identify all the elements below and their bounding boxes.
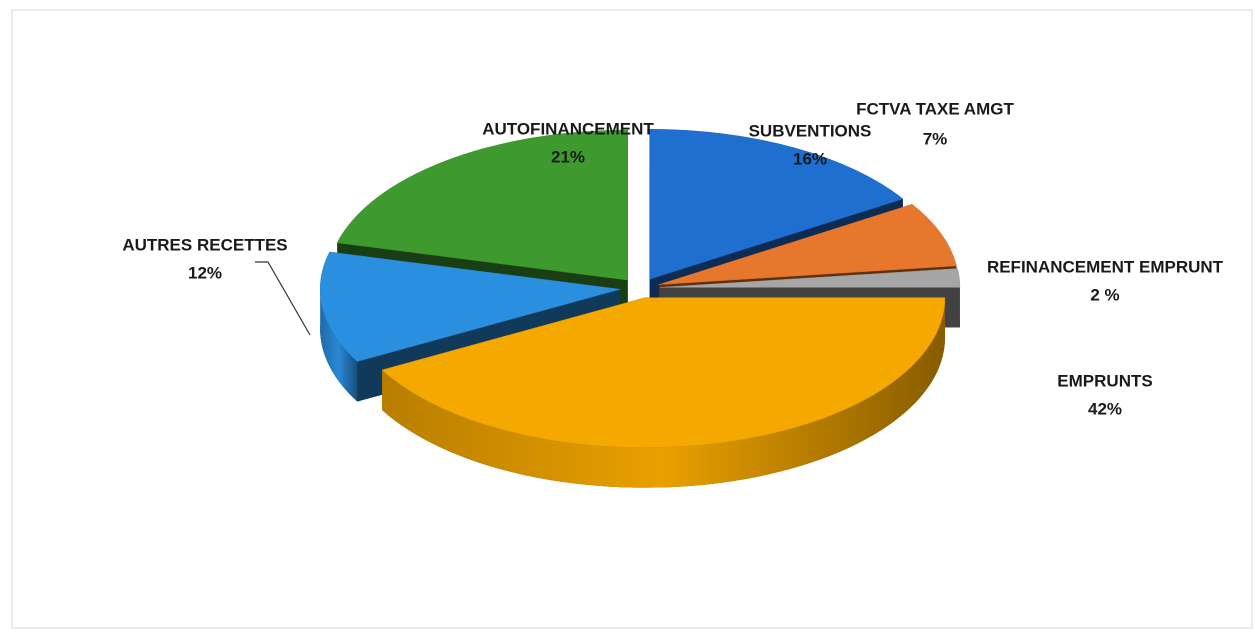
category-label: REFINANCEMENT EMPRUNT [987,257,1224,276]
value-label: 7% [923,129,948,148]
category-label: AUTRES RECETTES [122,235,287,254]
value-label: 21% [551,147,585,166]
category-label: FCTVA TAXE AMGT [856,99,1014,118]
value-label: 12% [188,263,222,282]
leader-line [255,261,311,336]
category-label: EMPRUNTS [1057,371,1152,390]
slice [649,128,904,280]
slice-outer-wall [382,297,945,488]
slice-outer-wall [320,289,358,402]
slice [319,251,621,362]
slice [658,203,957,285]
value-label: 16% [793,149,827,168]
slice [659,268,961,288]
category-label: AUTOFINANCEMENT [482,119,654,138]
value-label: 2 % [1090,285,1119,304]
slice [381,297,946,448]
category-label: SUBVENTIONS [749,121,872,140]
slice [336,129,628,281]
value-label: 42% [1088,399,1122,418]
